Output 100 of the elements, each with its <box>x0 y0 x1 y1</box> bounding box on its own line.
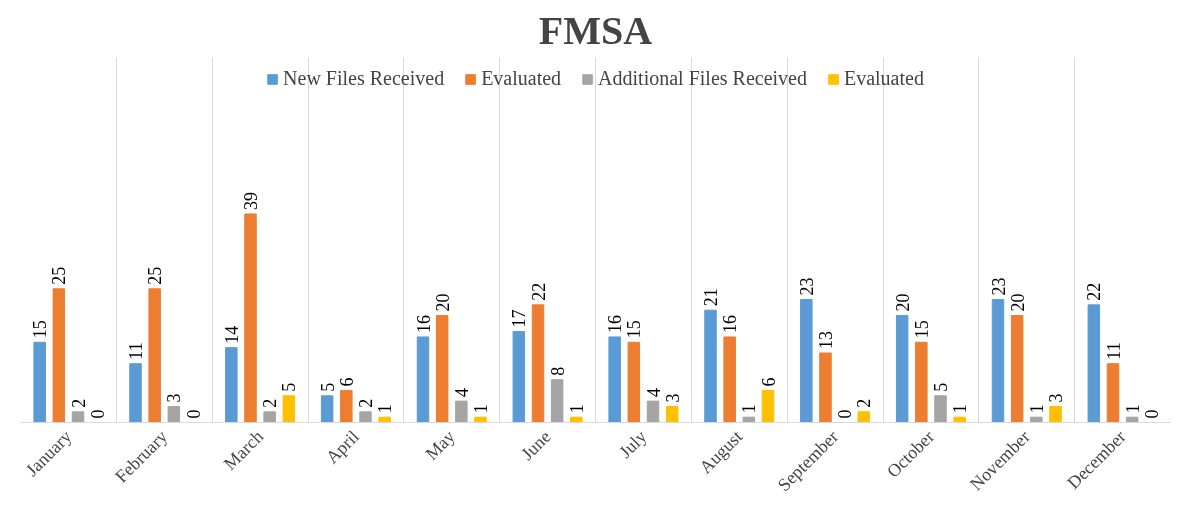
bar <box>33 341 46 423</box>
bar <box>1125 416 1139 423</box>
x-tick-label: May <box>421 426 459 464</box>
legend-label: Evaluated <box>843 67 924 90</box>
bar <box>915 341 928 423</box>
data-label: 13 <box>816 330 836 349</box>
bar <box>1106 363 1120 423</box>
data-label: 1 <box>375 404 396 414</box>
data-label: 15 <box>624 320 645 339</box>
bar <box>991 299 1005 423</box>
chart-title: FMSA <box>538 7 653 53</box>
bar <box>320 395 334 423</box>
x-tick-label: June <box>517 426 555 464</box>
bar <box>531 304 545 423</box>
data-label: 14 <box>221 325 242 344</box>
data-label: 16 <box>720 314 741 333</box>
bar <box>416 336 430 423</box>
data-label: 16 <box>413 314 434 333</box>
x-tick-label: July <box>615 426 651 462</box>
data-label: 0 <box>835 409 856 419</box>
data-label: 1 <box>1026 404 1047 414</box>
data-label: 17 <box>509 309 530 328</box>
bar <box>934 395 947 423</box>
data-label: 4 <box>451 388 472 398</box>
data-label: 1 <box>1122 404 1143 414</box>
data-label: 3 <box>1046 393 1066 403</box>
bar <box>761 389 775 423</box>
bar <box>704 309 717 423</box>
data-label: 5 <box>931 382 951 392</box>
bar <box>512 331 526 423</box>
data-label: 2 <box>68 398 89 408</box>
bar <box>71 411 85 423</box>
bar <box>819 352 832 423</box>
data-label: 15 <box>911 320 932 339</box>
bar <box>282 395 296 423</box>
bar <box>723 336 736 423</box>
data-label: 0 <box>183 409 204 419</box>
data-label: 25 <box>49 266 70 285</box>
data-label: 4 <box>643 388 664 398</box>
legend-label: Additional Files Received <box>598 67 807 90</box>
bar <box>148 288 161 423</box>
data-label: 6 <box>336 377 357 387</box>
bar <box>167 405 181 423</box>
data-label: 0 <box>1141 409 1162 419</box>
data-label: 21 <box>701 288 721 307</box>
bar <box>627 341 641 423</box>
data-label: 11 <box>1103 342 1124 360</box>
data-label: 22 <box>1084 282 1105 301</box>
data-label: 39 <box>241 191 261 210</box>
legend-label: New Files Received <box>283 67 445 90</box>
bar <box>474 416 487 423</box>
bar <box>1087 304 1101 423</box>
bar <box>340 389 353 423</box>
bar <box>665 405 679 423</box>
data-label: 20 <box>1007 293 1028 312</box>
data-label: 16 <box>605 314 626 333</box>
data-label: 5 <box>317 382 338 392</box>
data-label: 23 <box>988 277 1009 296</box>
data-label: 25 <box>145 266 166 285</box>
data-label: 2 <box>356 398 376 408</box>
bar <box>1030 416 1043 423</box>
data-label: 11 <box>126 342 146 360</box>
data-label: 0 <box>87 409 108 419</box>
bar <box>52 288 66 423</box>
data-label: 5 <box>279 382 300 392</box>
data-label: 6 <box>758 377 779 387</box>
bar <box>570 416 583 423</box>
data-label: 1 <box>739 404 760 414</box>
bar <box>800 299 813 423</box>
data-label: 23 <box>796 277 817 296</box>
bar <box>608 336 621 423</box>
bar <box>455 400 468 423</box>
data-label: 8 <box>547 366 568 376</box>
bar <box>646 400 660 423</box>
data-label: 22 <box>528 282 549 301</box>
bar <box>244 213 257 423</box>
bar <box>378 416 391 423</box>
bar <box>1010 315 1024 423</box>
bar <box>742 416 756 423</box>
data-label: 1 <box>471 404 491 414</box>
legend-label: Evaluated <box>481 67 562 90</box>
data-label: 2 <box>854 398 875 408</box>
bar <box>550 379 564 423</box>
data-label: 3 <box>662 393 683 403</box>
bar <box>857 411 871 423</box>
data-label: 1 <box>950 404 971 414</box>
bar <box>359 411 372 423</box>
bar <box>953 416 966 423</box>
data-label: 3 <box>164 393 185 403</box>
data-label: 15 <box>30 320 51 339</box>
data-label: 20 <box>432 293 453 312</box>
bar <box>225 347 238 423</box>
bar <box>129 363 142 423</box>
data-label: 1 <box>566 404 587 414</box>
data-label: 2 <box>260 398 281 408</box>
bar <box>895 315 909 423</box>
bar <box>435 315 449 423</box>
bar <box>1049 405 1062 423</box>
bar <box>263 411 276 423</box>
data-label: 20 <box>892 293 913 312</box>
